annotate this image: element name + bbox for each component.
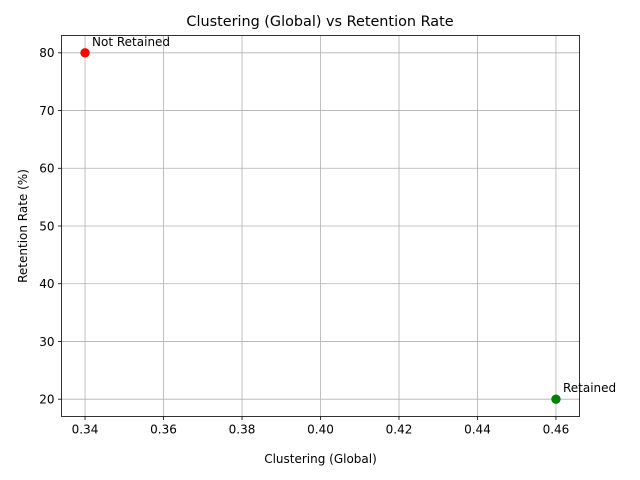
x-tick-label: 0.34 [72, 423, 99, 437]
point-retained [551, 394, 561, 404]
y-axis-label: Retention Rate (%) [16, 169, 30, 283]
x-tick-label: 0.36 [150, 423, 177, 437]
x-axis-label: Clustering (Global) [264, 452, 377, 466]
data-points: Not Retained Retained [80, 35, 616, 404]
x-tick-label: 0.38 [229, 423, 256, 437]
y-tick-label: 60 [39, 162, 54, 176]
annotation-not-retained: Not Retained [92, 35, 170, 49]
x-tick-label: 0.44 [464, 423, 491, 437]
chart-title: Clustering (Global) vs Retention Rate [186, 14, 453, 30]
y-tick-label: 70 [39, 104, 54, 118]
grid [61, 35, 580, 417]
y-tick-label: 40 [39, 277, 54, 291]
y-tick-label: 20 [39, 392, 54, 406]
x-tick-label: 0.46 [543, 423, 570, 437]
annotation-retained: Retained [563, 381, 616, 395]
plot-frame [61, 35, 580, 417]
axis-ticks: 0.34 0.36 0.38 0.40 0.42 0.44 0.46 20 30 40 50 60 70… [39, 46, 569, 436]
y-tick-label: 80 [39, 46, 54, 60]
point-not-retained [80, 48, 90, 58]
y-tick-label: 50 [39, 219, 54, 233]
x-tick-label: 0.40 [307, 423, 334, 437]
y-tick-label: 30 [39, 335, 54, 349]
x-tick-label: 0.42 [386, 423, 413, 437]
